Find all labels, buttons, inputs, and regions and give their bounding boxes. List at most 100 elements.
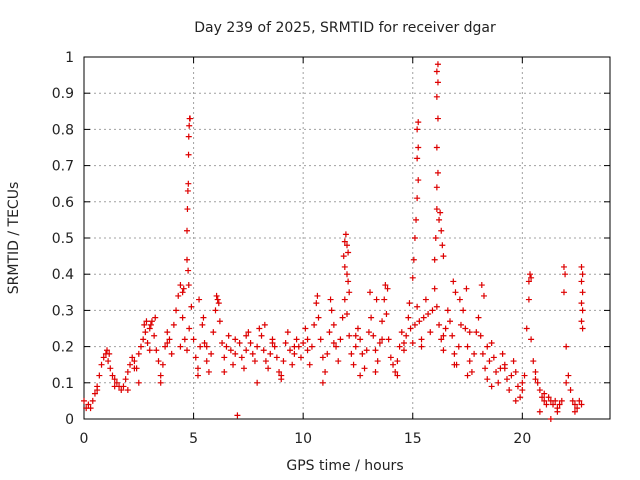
data-point <box>232 336 239 343</box>
data-point <box>436 321 443 328</box>
data-point <box>297 354 304 361</box>
data-point <box>247 339 254 346</box>
data-point <box>155 358 162 365</box>
data-point <box>187 115 194 122</box>
data-point <box>203 358 210 365</box>
data-point <box>223 343 230 350</box>
data-point <box>547 416 554 422</box>
data-point <box>478 282 485 289</box>
data-point <box>433 206 440 213</box>
data-point <box>576 397 583 404</box>
data-point <box>147 321 154 328</box>
data-point <box>418 336 425 343</box>
chart-title: Day 239 of 2025, SRMTID for receiver dga… <box>194 20 496 36</box>
data-point <box>367 289 374 296</box>
data-point <box>344 271 350 278</box>
x-tick-label: 15 <box>404 431 422 447</box>
data-point <box>438 227 445 234</box>
data-point <box>184 206 191 213</box>
data-point <box>532 368 539 375</box>
data-point <box>556 401 563 408</box>
data-point <box>440 253 447 260</box>
data-point <box>109 372 116 379</box>
data-point <box>348 350 355 357</box>
data-point <box>335 358 342 365</box>
data-point <box>322 368 329 375</box>
data-point <box>372 368 379 375</box>
data-point <box>107 365 114 372</box>
data-point <box>451 361 458 368</box>
data-point <box>180 285 187 292</box>
data-point <box>422 296 429 303</box>
data-point <box>437 209 444 216</box>
data-point <box>365 329 372 336</box>
data-point <box>278 376 285 383</box>
data-point <box>427 329 434 336</box>
data-point <box>579 325 586 332</box>
data-point <box>194 365 201 372</box>
data-point <box>124 368 131 375</box>
data-point <box>527 271 534 278</box>
data-point <box>545 394 552 401</box>
data-point <box>390 361 397 368</box>
data-point <box>212 307 219 314</box>
data-point <box>462 325 469 332</box>
data-point <box>415 177 422 184</box>
data-point <box>291 343 298 350</box>
data-point <box>319 354 326 361</box>
data-point <box>284 329 291 336</box>
data-point <box>429 307 436 314</box>
data-point <box>433 303 440 310</box>
data-point <box>407 325 414 332</box>
y-tick-label: 0.3 <box>52 303 74 319</box>
data-point <box>261 321 268 328</box>
data-point <box>186 325 193 332</box>
data-point <box>293 336 300 343</box>
data-point <box>184 347 191 354</box>
data-point <box>409 274 416 281</box>
data-point <box>127 361 134 368</box>
data-point <box>381 296 388 303</box>
data-point <box>135 379 142 386</box>
data-point <box>98 361 105 368</box>
data-point <box>410 256 417 263</box>
y-tick-label: 0.8 <box>52 122 74 138</box>
data-point <box>528 336 535 343</box>
data-point <box>409 339 416 346</box>
data-point <box>414 155 421 162</box>
data-point <box>345 278 352 285</box>
data-point <box>420 314 427 321</box>
data-point <box>514 383 521 390</box>
data-point <box>345 249 352 256</box>
data-point <box>400 347 407 354</box>
data-point <box>300 339 307 346</box>
data-point <box>376 339 383 346</box>
data-point <box>392 368 399 375</box>
data-point <box>254 343 261 350</box>
data-point <box>192 354 199 361</box>
data-point <box>434 79 441 86</box>
data-point <box>450 278 457 285</box>
y-tick-label: 0.1 <box>52 376 74 392</box>
data-point <box>184 227 191 234</box>
data-point <box>578 300 585 307</box>
data-point <box>373 296 380 303</box>
data-point <box>146 347 153 354</box>
x-axis-label: GPS time / hours <box>286 458 403 474</box>
data-point <box>287 347 294 354</box>
data-point <box>368 314 375 321</box>
data-point <box>506 387 513 394</box>
data-point <box>282 339 289 346</box>
data-point <box>440 332 447 339</box>
data-point <box>344 242 350 249</box>
data-point <box>434 61 441 68</box>
data-point <box>87 405 94 412</box>
data-point <box>269 339 276 346</box>
data-point <box>175 292 182 299</box>
data-point <box>148 318 155 325</box>
data-point <box>315 314 322 321</box>
data-point <box>213 292 220 299</box>
data-point <box>411 321 418 328</box>
data-point <box>184 187 191 194</box>
data-point <box>490 354 497 361</box>
